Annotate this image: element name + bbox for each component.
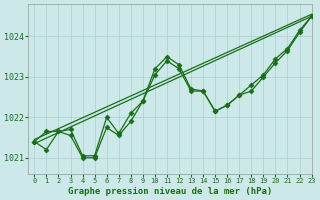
X-axis label: Graphe pression niveau de la mer (hPa): Graphe pression niveau de la mer (hPa) bbox=[68, 187, 272, 196]
